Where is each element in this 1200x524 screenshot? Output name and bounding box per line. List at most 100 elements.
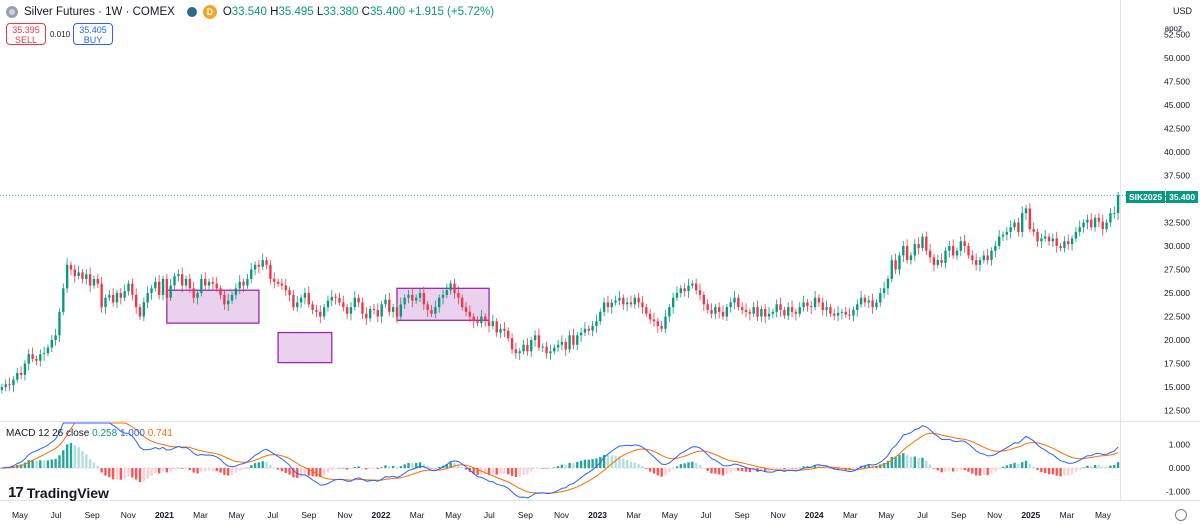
candle-body xyxy=(96,278,99,284)
macd-histogram-bar xyxy=(42,460,46,469)
currency-selector[interactable]: USD xyxy=(1172,6,1192,16)
candle-body xyxy=(395,307,399,317)
macd-histogram-bar xyxy=(395,467,399,469)
macd-histogram-bar xyxy=(879,464,882,469)
candle-body xyxy=(280,283,284,286)
macd-histogram-bar xyxy=(1078,468,1081,470)
candle-body xyxy=(756,307,759,317)
macd-histogram-bar xyxy=(349,468,353,469)
candle-body xyxy=(211,281,215,284)
macd-histogram-bar xyxy=(691,461,694,469)
macd-histogram-bar xyxy=(1009,464,1012,469)
candle-body xyxy=(472,316,475,322)
sell-button[interactable]: 35.395 SELL xyxy=(6,23,46,45)
macd-histogram-bar xyxy=(257,462,261,469)
buy-label: BUY xyxy=(83,35,103,45)
macd-histogram-bar xyxy=(319,468,322,478)
buy-button[interactable]: 35.405 BUY xyxy=(73,23,113,45)
time-axis-tick: 2023 xyxy=(588,510,607,520)
time-axis-tick: Mar xyxy=(193,510,208,520)
candle-body xyxy=(77,272,80,277)
macd-histogram-bar xyxy=(372,468,376,469)
macd-histogram-bar xyxy=(177,467,180,469)
candle-body xyxy=(4,384,7,388)
macd-histogram-bar xyxy=(890,456,893,469)
candle-body xyxy=(629,302,633,305)
macd-histogram-bar xyxy=(123,468,126,479)
macd-histogram-bar xyxy=(798,467,801,469)
silver-symbol-icon xyxy=(6,6,18,18)
candle-body xyxy=(138,307,142,317)
macd-histogram-bar xyxy=(54,458,57,469)
candle-body xyxy=(54,335,57,341)
macd-histogram-bar xyxy=(572,463,575,469)
scale-mode[interactable]: apoz xyxy=(1164,24,1182,33)
candle-body xyxy=(42,353,46,355)
macd-histogram-bar xyxy=(161,468,165,471)
candle-body xyxy=(161,278,165,295)
macd-histogram-bar xyxy=(1017,464,1020,469)
macd-histogram-bar xyxy=(146,468,149,479)
consolidation-box xyxy=(166,289,260,324)
candle-body xyxy=(656,321,659,326)
candle-body xyxy=(595,321,598,326)
macd-histogram-bar xyxy=(564,465,567,469)
macd-histogram-bar xyxy=(710,468,713,474)
candle-body xyxy=(522,344,525,352)
market-status-icon[interactable] xyxy=(186,7,197,17)
candle-body xyxy=(445,290,449,295)
candle-body xyxy=(932,257,936,265)
price-axis-tick: 42.500 xyxy=(1164,123,1190,133)
macd-histogram-bar xyxy=(246,467,249,469)
candle-body xyxy=(802,302,805,308)
macd-histogram-bar xyxy=(1074,468,1078,472)
macd-histogram-bar xyxy=(1090,466,1093,469)
candle-body xyxy=(315,309,318,312)
macd-histogram-bar xyxy=(614,455,617,469)
macd-histogram-bar xyxy=(1101,466,1104,469)
macd-histogram-bar xyxy=(568,462,571,469)
macd-histogram-bar xyxy=(974,468,978,476)
macd-histogram-bar xyxy=(108,468,111,478)
macd-histogram-bar xyxy=(342,468,345,469)
candle-body xyxy=(58,311,61,336)
delayed-data-badge[interactable]: D xyxy=(202,5,217,19)
macd-histogram-bar xyxy=(744,468,748,472)
macd-histogram-bar xyxy=(238,468,241,471)
candle-body xyxy=(541,346,544,348)
macd-histogram-bar xyxy=(100,468,103,473)
macd-histogram-bar xyxy=(622,458,625,469)
buy-price: 35.405 xyxy=(79,25,107,35)
macd-histogram-bar xyxy=(629,461,633,469)
candle-body xyxy=(725,307,729,317)
candle-body xyxy=(299,297,303,303)
candle-body xyxy=(357,297,360,303)
macd-histogram-bar xyxy=(764,468,767,472)
macd-histogram-bar xyxy=(909,456,913,469)
candle-body xyxy=(572,335,575,345)
candle-body xyxy=(361,302,364,314)
symbol-title[interactable]: Silver Futures · 1W · COMEX xyxy=(24,6,175,18)
macd-histogram-bar xyxy=(1113,465,1116,469)
macd-histogram-bar xyxy=(430,468,433,469)
candle-body xyxy=(131,283,134,295)
last-price-tag: SIK2025 35.400 xyxy=(1126,191,1199,203)
tradingview-logo[interactable]: 17 TradingView xyxy=(8,484,109,501)
macd-histogram-bar xyxy=(62,450,65,469)
macd-legend-name: MACD 12 26 close xyxy=(6,428,90,439)
macd-legend[interactable]: MACD 12 26 close 0.258 1.000 0.741 xyxy=(6,428,173,439)
candle-body xyxy=(296,302,299,308)
candle-body xyxy=(368,309,372,319)
time-axis-tick: Nov xyxy=(771,510,787,520)
symbol-header[interactable]: Silver Futures · 1W · COMEX D O33.540 H3… xyxy=(6,4,494,20)
macd-histogram-bar xyxy=(487,468,491,475)
candle-body xyxy=(257,264,261,267)
macd-histogram-bar xyxy=(165,468,169,473)
macd-histogram-bar xyxy=(940,468,943,473)
candle-body xyxy=(859,297,863,305)
macd-histogram-bar xyxy=(717,468,721,475)
candle-body xyxy=(134,294,138,308)
candle-body xyxy=(265,260,268,265)
chart-settings-icon[interactable] xyxy=(1175,509,1187,521)
